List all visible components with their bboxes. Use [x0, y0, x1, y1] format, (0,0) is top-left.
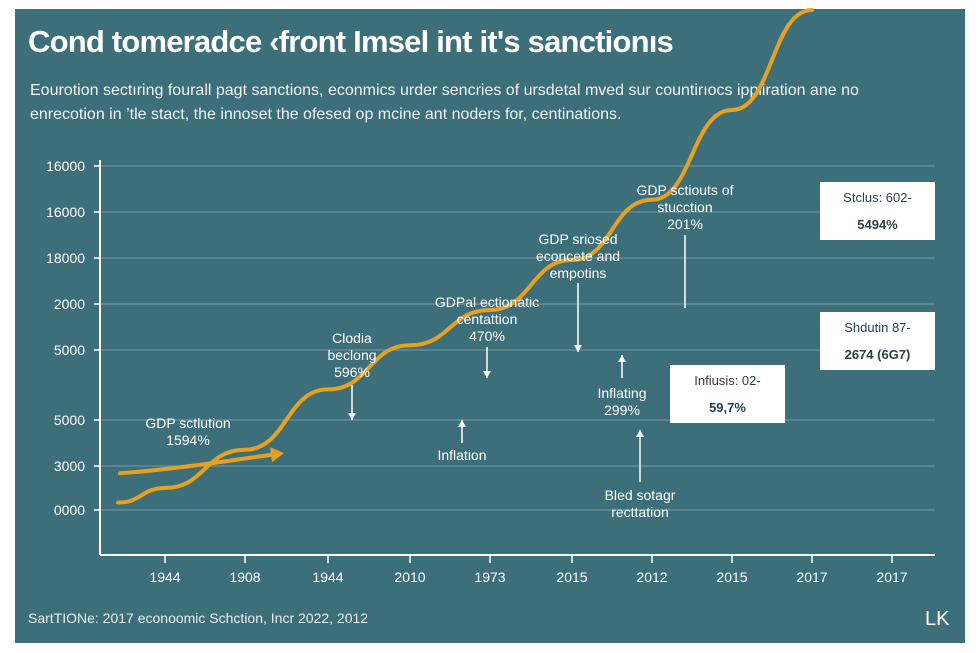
callout-label: Infiusis: 02-	[694, 373, 761, 388]
annotation: Inflation	[437, 420, 487, 463]
annotation-text: 299%	[604, 402, 640, 418]
annotation-text: Inflating	[597, 385, 646, 401]
annotation-text: 596%	[334, 364, 370, 380]
callout-box: Infiusis: 02- 59,7%	[670, 365, 785, 423]
logo: LK	[925, 608, 950, 630]
series-line-arrow	[118, 452, 278, 476]
y-tick-label: 0000	[54, 502, 85, 518]
callout-box: Stclus: 602- 5494%	[820, 182, 935, 240]
y-tick-label: 16000	[46, 204, 85, 220]
annotation-text: GDP sriosed	[538, 231, 617, 247]
chart-title: Cond tomeradce ‹front Imsel int it's san…	[28, 24, 674, 59]
annotation-text: 470%	[469, 328, 505, 344]
chart-panel	[15, 9, 965, 643]
x-tick-label: 2015	[716, 569, 747, 585]
annotation-text: GDP sctiouts of	[636, 182, 733, 198]
x-tick-label: 2017	[796, 569, 827, 585]
callout-value: 5494%	[857, 217, 898, 232]
chart-subtitle-line-2: enrecotion in ’tle stact, the innoset th…	[30, 106, 622, 123]
y-tick-label: 3000	[54, 458, 85, 474]
arrow-down-icon	[348, 413, 356, 420]
x-tick-label: 1944	[312, 569, 343, 585]
x-tick-label: 1973	[474, 569, 505, 585]
callout-label: Stclus: 602-	[843, 190, 912, 205]
annotation-text: empotins	[550, 265, 607, 281]
arrow-down-icon	[574, 345, 582, 352]
y-tick-label: 18000	[46, 250, 85, 266]
arrow-up-icon	[458, 420, 466, 427]
callout-value: 2674 (6G7)	[844, 347, 911, 362]
annotation-text: Bled sotagr	[605, 487, 676, 503]
x-tick-label: 2017	[876, 569, 907, 585]
arrowhead-icon	[270, 447, 284, 463]
callout-box: Shdutin 87- 2674 (6G7)	[820, 312, 935, 370]
arrow-up-icon	[618, 355, 626, 362]
annotation-text: beclong	[327, 347, 376, 363]
callout-label: Shdutin 87-	[844, 320, 911, 335]
arrow-up-icon	[636, 430, 644, 437]
annotation-text: econcete and	[536, 248, 620, 264]
annotation-text: GDPal ectionatic	[435, 294, 539, 310]
annotation-text: 201%	[667, 216, 703, 232]
annotation-text: Clodia	[332, 330, 372, 346]
x-tick-label: 1908	[229, 569, 260, 585]
x-tick-label: 1944	[149, 569, 180, 585]
arrow-down-icon	[483, 371, 491, 378]
chart-subtitle-line-1: Eourotion sectıring fourall pagt sanctio…	[30, 82, 859, 99]
annotation-text: 1594%	[166, 432, 210, 448]
y-tick-label: 5000	[54, 342, 85, 358]
annotation-text: centattion	[457, 311, 518, 327]
y-tick-label: 5000	[54, 412, 85, 428]
annotation-text: stucction	[657, 199, 712, 215]
annotation-text: recttation	[611, 504, 669, 520]
y-tick-label: 2000	[54, 296, 85, 312]
x-tick-label: 2015	[556, 569, 587, 585]
x-tick-label: 2010	[394, 569, 425, 585]
annotation-text: Inflation	[437, 447, 486, 463]
x-tick-label: 2012	[636, 569, 667, 585]
annotation-text: GDP sctlution	[145, 415, 230, 431]
source-note: SartTIONe: 2017 econoomic Schction, Incr…	[28, 610, 369, 626]
y-tick-label: 16000	[46, 158, 85, 174]
series-line-main	[116, 8, 814, 505]
callout-value: 59,7%	[709, 400, 746, 415]
